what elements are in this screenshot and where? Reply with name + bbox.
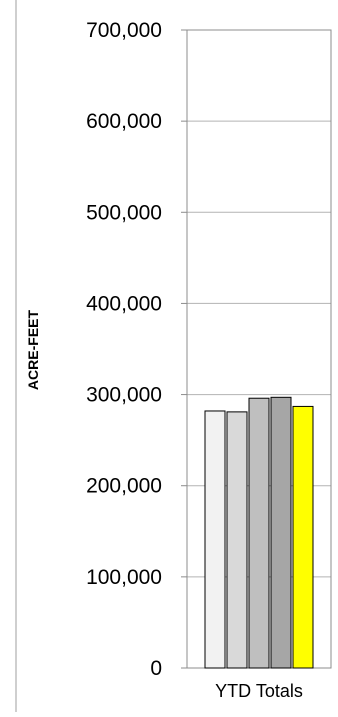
y-tick-label: 200,000 [86, 475, 162, 498]
y-tick-label: 100,000 [86, 566, 162, 589]
bars [204, 396, 314, 669]
y-axis-ticks: 0 100,000 200,000 300,000 400,000 500,000 600,… [86, 19, 187, 680]
y-tick-label: 600,000 [86, 110, 162, 133]
y-tick-label: 500,000 [86, 201, 162, 224]
x-category-label: YTD Totals [215, 681, 303, 701]
bar-series-5 [292, 405, 314, 669]
y-tick-label: 0 [150, 657, 162, 680]
y-tick-label: 300,000 [86, 384, 162, 407]
y-axis-label: ACRE-FEET [25, 310, 41, 391]
bar-series-3 [248, 397, 270, 669]
bar-series-2 [226, 411, 248, 669]
bar-series-4 [270, 396, 292, 669]
y-tick-label: 400,000 [86, 292, 162, 315]
bar-series-1 [204, 410, 226, 669]
y-tick-label: 700,000 [86, 19, 162, 42]
